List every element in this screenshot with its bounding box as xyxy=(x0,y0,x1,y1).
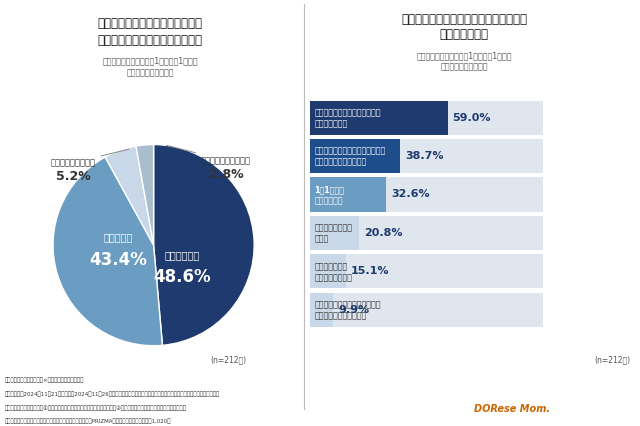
FancyBboxPatch shape xyxy=(310,293,333,327)
FancyBboxPatch shape xyxy=(310,293,543,327)
Text: 9.9%: 9.9% xyxy=(339,305,369,315)
Text: 5.2%: 5.2% xyxy=(56,170,90,183)
Text: 作成してくれる: 作成してくれる xyxy=(314,119,348,128)
Text: 43.4%: 43.4% xyxy=(90,251,147,269)
Wedge shape xyxy=(136,144,154,245)
Text: 15.1%: 15.1% xyxy=(350,266,389,276)
Text: 非常に感じた: 非常に感じた xyxy=(164,250,200,260)
FancyBboxPatch shape xyxy=(310,216,543,250)
Text: 38.7%: 38.7% xyxy=(405,151,444,161)
FancyBboxPatch shape xyxy=(310,254,543,288)
Text: 授業に集中できる: 授業に集中できる xyxy=(314,273,352,282)
Text: 学力が向上したと感じましたか？: 学力が向上したと感じましたか？ xyxy=(98,34,203,47)
Text: DORese Mom.: DORese Mom. xyxy=(474,404,550,414)
Text: 個々に合わせたカリキュラムを: 個々に合わせたカリキュラムを xyxy=(314,108,381,117)
Wedge shape xyxy=(53,157,163,345)
FancyBboxPatch shape xyxy=(310,177,387,211)
Text: 59.0%: 59.0% xyxy=(452,112,491,123)
Text: 1対1なので: 1対1なので xyxy=(314,185,344,194)
Text: まったく感じなかった: まったく感じなかった xyxy=(166,145,251,165)
Text: 講師が親身になってくれるので: 講師が親身になってくれるので xyxy=(314,300,381,310)
Text: 効果的: 効果的 xyxy=(314,235,328,244)
Text: 《調査概要：「医学部受験×予備校」に関する調査》: 《調査概要：「医学部受験×予備校」に関する調査》 xyxy=(5,377,84,383)
Text: ー「完全個別指導（講師1人：生徒1人）」: ー「完全個別指導（講師1人：生徒1人）」 xyxy=(102,57,198,66)
Text: 20.8%: 20.8% xyxy=(364,228,402,238)
FancyBboxPatch shape xyxy=(310,139,543,173)
FancyBboxPatch shape xyxy=(310,101,448,135)
Text: 個々の学習進度や理解度に応じた: 個々の学習進度や理解度に応じた xyxy=(314,147,385,156)
Text: (n=212人): (n=212人) xyxy=(595,355,630,365)
Text: 質問しやすい: 質問しやすい xyxy=(314,196,343,205)
Text: 周囲を気にせず: 周囲を気にせず xyxy=(314,262,348,271)
Text: 48.6%: 48.6% xyxy=(153,268,211,286)
Wedge shape xyxy=(105,146,154,245)
FancyBboxPatch shape xyxy=(310,101,543,135)
Text: 完全個別指導での学習によって、: 完全個別指導での学習によって、 xyxy=(98,17,203,30)
Text: 柔軟な指導をしてくれる: 柔軟な指導をしてくれる xyxy=(314,158,367,167)
Text: あまり感じなかった: あまり感じなかった xyxy=(51,149,129,167)
Text: 完全個別指導のよかった点は何ですか？: 完全個別指導のよかった点は何ですか？ xyxy=(401,13,527,26)
Text: 子どもがいると回答したモニター　　・モニター提供元：PRIZMAリサーチ　　・調査人数：1,020人: 子どもがいると回答したモニター ・モニター提供元：PRIZMAリサーチ ・調査人… xyxy=(5,418,172,424)
Text: やや感じた: やや感じた xyxy=(104,232,133,242)
FancyBboxPatch shape xyxy=(310,216,359,250)
Wedge shape xyxy=(154,144,254,345)
Text: モチベーションが上がる: モチベーションが上がる xyxy=(314,311,367,320)
Text: 2.8%: 2.8% xyxy=(209,168,243,181)
FancyBboxPatch shape xyxy=(310,177,543,211)
Text: ・調査期間：2024年11月21日（木）～2024年11月26日（火）・調査方法：インターネット調査　・調査元：株式会社キョーイク: ・調査期間：2024年11月21日（木）～2024年11月26日（火）・調査方法… xyxy=(5,391,220,397)
Text: ー「完全個別指導（講師1人：生徒1人）」: ー「完全個別指導（講師1人：生徒1人）」 xyxy=(416,51,512,60)
Text: 苦手科目の克服に: 苦手科目の克服に xyxy=(314,224,352,233)
Text: （複数選択可）: （複数選択可） xyxy=(440,29,488,41)
Text: ・調査対象：調査回答時に①予備校に通って医学部に合格した経験がある／②予備校に通って医学部に合格した経験がある: ・調査対象：調査回答時に①予備校に通って医学部に合格した経験がある／②予備校に通… xyxy=(5,405,187,411)
Text: と回答した方が回答ー: と回答した方が回答ー xyxy=(127,69,174,78)
FancyBboxPatch shape xyxy=(310,254,346,288)
Text: 32.6%: 32.6% xyxy=(391,190,429,199)
Text: (n=212人): (n=212人) xyxy=(211,355,246,365)
FancyBboxPatch shape xyxy=(310,139,401,173)
Text: と回答した方が回答ー: と回答した方が回答ー xyxy=(440,63,488,72)
